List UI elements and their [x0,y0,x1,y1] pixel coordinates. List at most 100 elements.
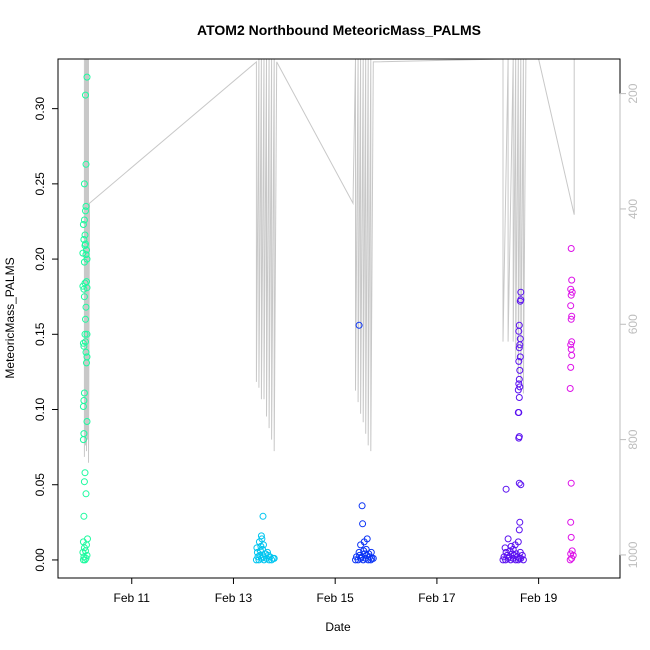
data-point [502,485,510,493]
x-tick-label: Feb 19 [520,591,558,605]
altitude-trace-line [83,59,575,463]
secondary-y-tick-label: 600 [626,314,640,334]
data-point [355,548,363,556]
data-point [258,535,266,543]
data-point [515,394,523,401]
data-point [515,375,523,383]
data-point [567,518,575,526]
scatter-points [79,73,577,564]
data-point [83,353,91,361]
data-point [269,554,277,562]
data-point [355,321,363,329]
x-tick-label: Feb 13 [215,591,253,605]
data-point [80,512,88,520]
data-point [253,544,261,552]
data-point [516,353,524,361]
data-point [82,303,90,311]
data-point [82,348,90,356]
data-point [83,330,91,338]
secondary-y-tick-label: 400 [626,199,640,219]
data-point [82,207,89,215]
data-point [264,548,271,556]
data-point [363,535,371,543]
y-tick-label: 0.00 [33,548,47,572]
data-point [515,380,523,388]
data-point [83,418,91,425]
data-point [568,547,576,555]
data-point [82,338,89,346]
data-point [79,221,87,228]
data-point [82,315,89,323]
data-point [82,160,90,168]
y-tick-label: 0.30 [33,97,47,121]
data-point [567,285,575,293]
data-point [568,276,576,284]
data-point [81,469,89,477]
data-point [515,433,523,441]
data-point [568,312,576,320]
chart-title: ATOM2 Northbound MeteoricMass_PALMS [197,22,481,38]
data-point [83,73,91,81]
data-point [515,409,523,416]
data-point [82,91,89,99]
data-point [79,339,87,347]
data-point [80,293,88,301]
y-tick-label: 0.25 [33,172,47,196]
data-point [259,512,267,520]
data-point [262,550,269,558]
data-point [567,345,575,353]
data-point [567,341,575,349]
data-point [568,351,576,359]
x-tick-label: Feb 15 [317,591,355,605]
data-point [516,383,524,391]
data-point [515,526,523,534]
data-point [80,342,88,350]
data-point [514,538,522,546]
data-point [82,251,90,259]
data-point [507,542,515,550]
data-point [567,479,575,487]
data-point [257,532,265,540]
data-point [80,478,88,486]
data-point [512,550,520,558]
altitude-trace [83,59,575,463]
x-axis-label: Date [325,620,351,634]
data-point [81,231,89,239]
y-tick-label: 0.15 [33,322,47,346]
data-point [519,556,527,564]
data-point [82,490,90,498]
data-point [504,535,512,543]
data-point [517,296,525,304]
data-point [80,430,88,438]
data-point [567,533,575,541]
data-point [567,363,575,371]
data-point [358,502,366,510]
data-point [82,240,89,248]
data-point [81,279,89,287]
data-point [516,335,524,343]
data-point [499,556,507,564]
secondary-y-tick-label: 1000 [626,541,640,568]
data-point [516,548,524,556]
data-point [366,553,374,561]
data-point [516,518,524,526]
data-point [82,554,90,562]
data-point [81,556,89,564]
data-point [80,236,88,243]
data-point [515,357,523,365]
data-point [502,548,510,556]
data-point [567,245,575,252]
y-tick-label: 0.05 [33,473,47,497]
y-tick-label: 0.20 [33,247,47,271]
data-point [80,389,88,397]
data-point [265,556,273,564]
data-point [352,556,359,564]
data-point [567,302,575,310]
data-point [80,216,88,224]
data-point [515,344,523,352]
data-point [81,330,89,338]
data-point [517,288,525,296]
y-axis-label: MeteoricMass_PALMS [3,257,17,378]
data-point [515,321,523,329]
x-tick-label: Feb 17 [418,591,456,605]
